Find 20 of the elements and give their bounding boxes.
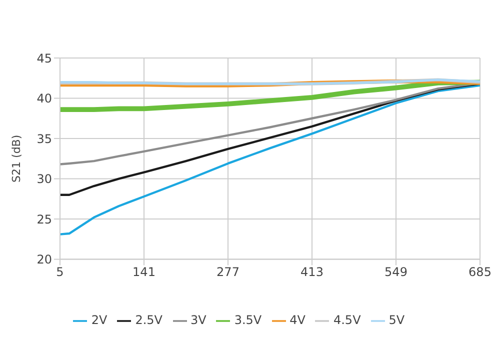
x-tick-label: 685	[468, 264, 492, 279]
x-tick-label: 277	[216, 264, 240, 279]
legend-label: 3V	[190, 313, 206, 328]
legend-label: 2V	[91, 313, 108, 328]
y-tick-label: 30	[36, 172, 52, 186]
legend-label: 3.5V	[234, 313, 262, 328]
y-tick-label: 20	[36, 252, 52, 267]
y-tick-label: 45	[36, 51, 52, 66]
legend-label: 5V	[388, 313, 405, 328]
y-axis-title: S21 (dB)	[10, 134, 23, 182]
y-tick-label: 40	[36, 92, 52, 106]
legend-label: 4V	[290, 313, 306, 328]
legend-label: 4.5V	[333, 313, 361, 328]
legend-label: 2.5V	[135, 313, 162, 328]
x-tick-label: 141	[132, 264, 156, 279]
x-tick-label: 549	[384, 264, 408, 279]
x-tick-label: 413	[300, 264, 324, 279]
y-tick-label: 25	[36, 212, 52, 226]
y-tick-label: 35	[36, 132, 52, 146]
x-tick-label: 5	[56, 264, 64, 279]
